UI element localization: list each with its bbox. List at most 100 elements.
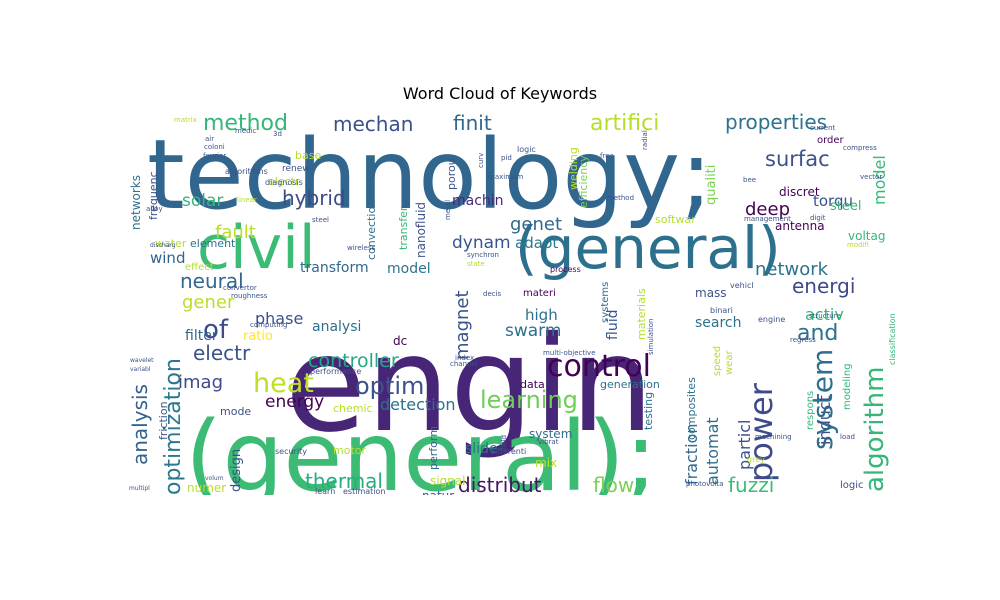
word-renew: renew [282,164,310,174]
word-civil: civil [197,213,316,283]
word-mass: mass [695,286,727,300]
word-flow: flow [593,473,634,495]
word-mode: mode [220,405,251,418]
word-synchron: synchron [467,251,499,259]
word-metal: metal [444,200,452,220]
word-heat: heat [253,368,314,399]
word-systems: systems [600,282,611,323]
word-digit: digit [810,214,826,222]
word-antenna: antenna [775,219,825,233]
word-modifi: modifi [847,241,869,249]
word-data: data [520,378,545,391]
word-modeling: modeling [842,363,853,410]
word-induct: induct [815,395,834,445]
word-analysis: analysis [128,384,152,465]
word-and: and [797,321,838,346]
word-finit: finit [453,111,492,135]
word-discharg: discharg [150,242,176,249]
word-3d: 3d [273,130,282,138]
word-hybrid: hybrid [282,186,346,210]
word-activ: activ [805,305,844,324]
word-system: system [529,427,572,441]
word-particl: particl [735,420,754,471]
word-process: process [550,265,581,274]
word-torqu: torqu [813,192,853,210]
word-machining: machining [755,433,792,441]
word-engine: engine [758,315,785,324]
word-neural: neural [180,269,244,293]
word-method: method [607,194,634,202]
word-vehicl: vehicl [730,281,754,290]
word-channel: channel [450,360,478,368]
word-phase: phase [255,309,303,328]
word-logic: logic [840,480,864,491]
word-signal: signal [430,474,466,488]
word-logic: logic [517,145,536,154]
word-motor: motor [333,444,366,457]
word-security: security [275,447,307,456]
word-general: (general) [515,214,781,282]
word-detection: detection [380,395,456,414]
word-controller: controller [308,350,399,372]
word-wavelet: wavelet [130,357,154,364]
word-simulation: simulation [647,319,655,356]
word-softwar: softwar [655,213,696,226]
word-vector: vector [860,173,882,181]
word-load: load [840,433,855,441]
word-transfer: transfer [397,206,410,250]
word-water: water [155,237,187,250]
word-numer: numer [187,481,226,495]
word-analysi: analysi [312,319,361,335]
word-differenti: differenti [490,447,526,456]
word-gener: gener [182,292,235,313]
word-adapt: adapt [515,234,558,252]
word-perform: perform [427,426,440,470]
word-machin: machin [452,193,504,209]
word-algorithm: algorithm [860,367,890,492]
word-radial: radial [641,130,649,150]
word-discret: discret [779,185,820,199]
word-steel: steel [312,216,329,224]
word-search: search [695,315,742,331]
word-technology: technology; [147,119,712,231]
word-algorithms: algorithms [225,167,268,176]
word-porou: porou [445,158,458,190]
word-welding: welding [567,147,580,190]
word-learning: learning [480,386,578,414]
word-voltag: voltag [848,229,885,243]
word-deep: deep [745,199,790,220]
word-method: method [203,111,288,136]
word-roughness: roughness [231,292,268,300]
word-efficiency: efficiency [577,155,590,208]
word-matrix: matrix [174,116,197,124]
word-distribut: distribut [458,473,542,495]
word-generation: generation [600,378,660,391]
word-learn: learn [315,487,335,495]
word-materi: materi [523,288,556,299]
chart-title: Word Cloud of Keywords [402,84,598,103]
word-variabl: variabl [130,366,151,373]
word-element: element [190,237,236,250]
word-photovolta: photovolta [686,480,724,488]
word-fourier: fourier [203,152,226,160]
word-effect: effect [185,262,214,273]
word-nanofluid: nanofluid [414,202,428,258]
word-field: field [500,435,508,450]
word-convection: convection [365,200,378,260]
word-alloy: alloy [146,205,163,213]
word-diagnosis: diagnosis [265,178,303,187]
word-frequenc: frequenc [147,171,160,220]
word-networks: networks [129,175,143,230]
word-transform: transform [300,260,369,276]
word-binari: binari [710,306,733,315]
word-magnet: magnet [452,290,473,360]
word-energy: energy [265,392,324,412]
word-maximum: maximum [488,173,523,181]
word-air: air [205,135,214,143]
word-current: current [810,124,836,132]
word-network: network [755,259,829,280]
word-convertor: convertor [223,284,257,292]
word-qualiti: qualiti [704,165,719,205]
word-free: free [600,152,614,160]
word-grey: grey [747,455,765,464]
